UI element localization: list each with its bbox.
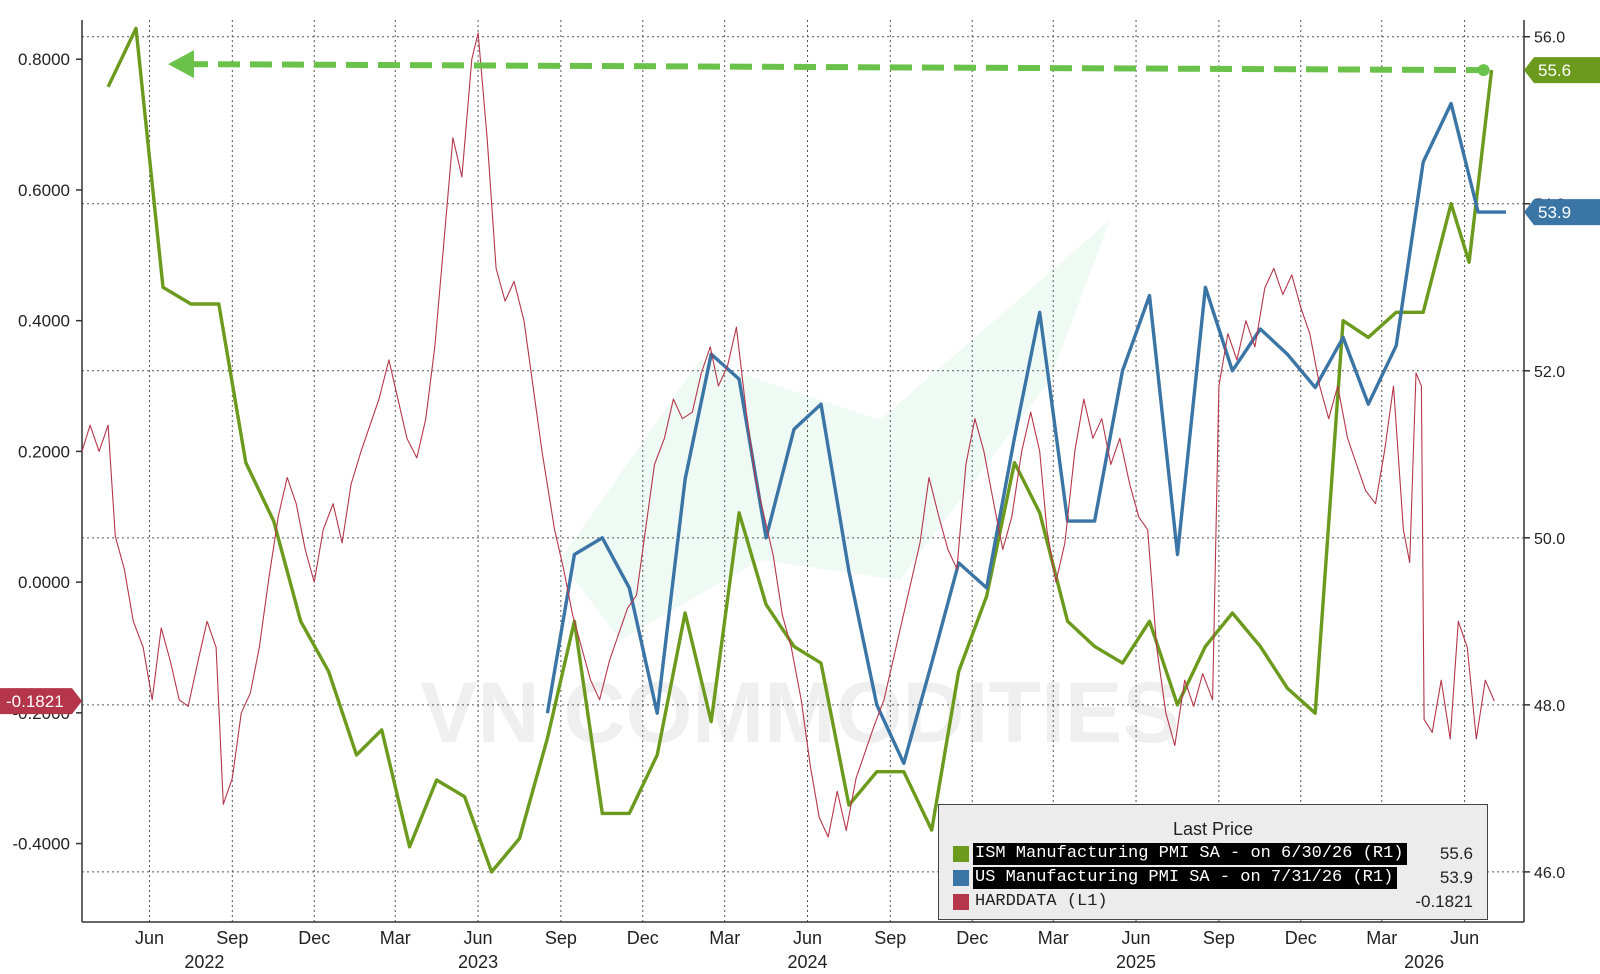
last-tag-hard: -0.1821 [6, 692, 64, 711]
legend-title: Last Price [1172, 819, 1254, 839]
series [81, 26, 1506, 874]
series-line-us [545, 101, 1506, 765]
legend-value-hard: -0.1821 [1415, 892, 1473, 911]
grid [82, 20, 1524, 922]
legend-swatch-hard [953, 894, 969, 910]
x-month-label: Mar [1038, 928, 1069, 948]
left-tick-label: 0.8000 [18, 50, 70, 69]
last-tag-us: 53.9 [1538, 203, 1571, 222]
x-month-label: Dec [298, 928, 330, 948]
x-month-label: Jun [135, 928, 164, 948]
x-month-label: Mar [380, 928, 411, 948]
x-month-label: Mar [1366, 928, 1397, 948]
legend-row-hard: HARDDATA (L1) -0.1821 [953, 891, 1473, 913]
right-tick-label: 46.0 [1534, 865, 1565, 882]
arrow-head-icon [168, 50, 195, 79]
x-month-label: Mar [709, 928, 740, 948]
arrow-end-dot [1477, 64, 1490, 77]
legend-value-us: 53.9 [1439, 868, 1473, 887]
legend-label-us: US Manufacturing PMI SA - on 7/31/26 (R1… [973, 867, 1398, 889]
legend-swatch-ism [953, 846, 969, 862]
left-tick-label: 0.0000 [18, 573, 70, 592]
legend-label-hard: HARDDATA (L1) [975, 892, 1108, 911]
legend-label-ism: ISM Manufacturing PMI SA - on 6/30/26 (R… [973, 843, 1408, 865]
x-month-label: Dec [1285, 928, 1317, 948]
x-year-label: 2023 [458, 952, 498, 972]
x-month-label: Jun [793, 928, 822, 948]
watermark: VN COMMODITIES [420, 220, 1180, 761]
watermark-text: VN COMMODITIES [420, 665, 1180, 761]
x-month-label: Sep [874, 928, 906, 948]
x-month-label: Dec [956, 928, 988, 948]
last-tag-hard-bg [0, 688, 82, 715]
last-tag-ism-bg [1524, 57, 1600, 84]
series-line-hard [81, 32, 1495, 838]
x-year-label: 2022 [184, 952, 224, 972]
x-year-label: 2025 [1116, 952, 1156, 972]
x-month-label: Jun [1450, 928, 1479, 948]
legend-row-ism: ISM Manufacturing PMI SA - on 6/30/26 (R… [953, 843, 1473, 865]
x-month-label: Jun [1122, 928, 1151, 948]
last-value-tags: 55.6 53.9 -0.1821 [0, 57, 1600, 715]
x-month-label: Jun [464, 928, 493, 948]
legend-box: Last Price ISM Manufacturing PMI SA - on… [938, 804, 1488, 920]
last-tag-ism: 55.6 [1538, 61, 1571, 80]
left-tick-label: 0.6000 [18, 181, 70, 200]
right-tick-label: 52.0 [1534, 364, 1565, 381]
dashed-arrow-line [185, 61, 1484, 74]
right-tick-label: 56.0 [1534, 30, 1565, 47]
x-month-label: Sep [1203, 928, 1235, 948]
right-tick-label: 48.0 [1534, 698, 1565, 715]
watermark-arrow [560, 220, 1110, 640]
last-tag-us-bg [1524, 199, 1600, 226]
x-month-label: Sep [216, 928, 248, 948]
left-tick-label: 0.2000 [18, 442, 70, 461]
x-month-label: Dec [627, 928, 659, 948]
x-year-label: 2024 [787, 952, 827, 972]
legend-row-us: US Manufacturing PMI SA - on 7/31/26 (R1… [953, 867, 1473, 889]
x-year-label: 2026 [1404, 952, 1444, 972]
legend-swatch-us [953, 870, 969, 886]
legend-value-ism: 55.6 [1439, 844, 1473, 863]
series-line-ism [106, 26, 1494, 874]
x-month-label: Sep [545, 928, 577, 948]
left-tick-label: -0.4000 [12, 835, 70, 854]
left-tick-label: 0.4000 [18, 312, 70, 331]
right-tick-label: 50.0 [1534, 531, 1565, 548]
